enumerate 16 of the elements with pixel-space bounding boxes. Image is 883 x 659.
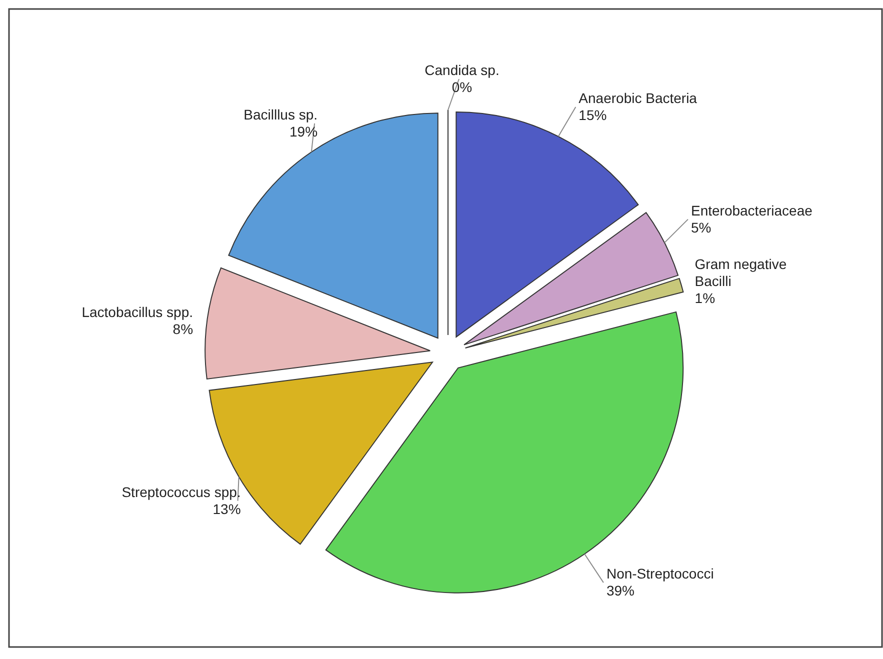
slice-label: Anaerobic Bacteria (578, 90, 698, 106)
slice-label: Non-Streptococci (606, 566, 714, 582)
data-label: 19% (290, 123, 318, 140)
slice-label: Lactobacillus spp. (82, 304, 194, 320)
data-label: 39% (606, 582, 634, 599)
slice-label: Streptococcus spp. (122, 484, 241, 500)
data-label: 1% (694, 290, 716, 306)
category-label: Candida sp. (424, 62, 500, 78)
data-label: 13% (212, 500, 241, 517)
text: 0% (452, 79, 472, 95)
data-label: 8% (172, 320, 194, 337)
data-label: 5% (690, 219, 712, 236)
data-label: 15% (578, 107, 607, 124)
slice-label: Bacilllus sp. (244, 106, 318, 122)
slice-label: Enterobacteriaceae (690, 202, 813, 218)
slice-label: Gram negative Bacilli (694, 256, 787, 289)
